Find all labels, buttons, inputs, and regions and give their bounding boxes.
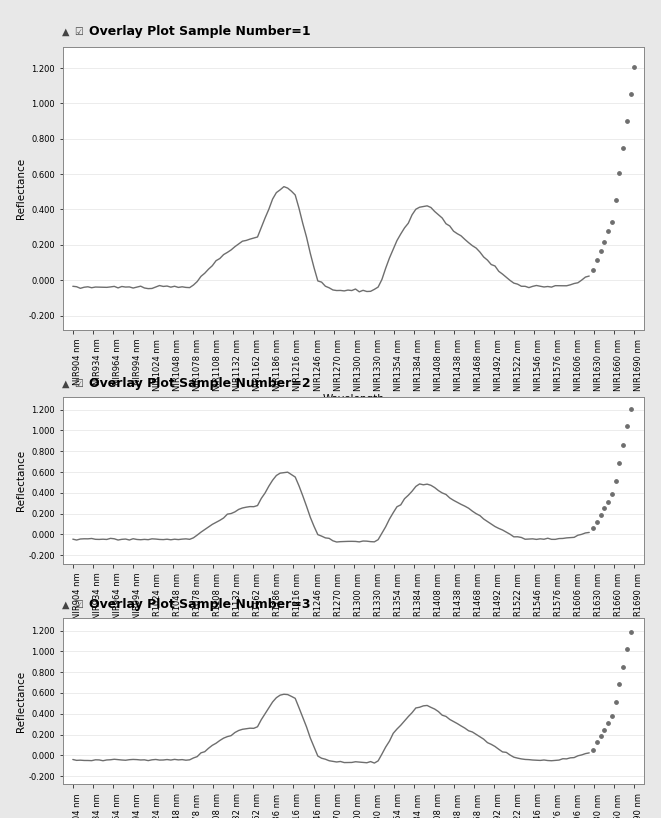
Point [603, 717, 613, 730]
Point [592, 254, 602, 267]
Text: ▲: ▲ [62, 379, 70, 389]
Point [607, 710, 617, 723]
Point [599, 723, 609, 736]
Point [625, 625, 636, 638]
Point [596, 729, 606, 742]
Y-axis label: Reflectance: Reflectance [16, 671, 26, 732]
Point [614, 166, 625, 179]
Point [614, 456, 625, 470]
X-axis label: Wavelength: Wavelength [323, 393, 385, 403]
Y-axis label: Reflectance: Reflectance [16, 158, 26, 218]
Point [599, 501, 609, 515]
Y-axis label: Reflectance: Reflectance [16, 450, 26, 511]
Point [610, 474, 621, 488]
Point [614, 677, 625, 690]
Point [618, 142, 629, 155]
Point [621, 115, 632, 128]
Point [588, 744, 598, 757]
Text: ▲: ▲ [62, 600, 70, 609]
Point [607, 215, 617, 228]
Point [607, 488, 617, 501]
Text: Overlay Plot Sample Number=3: Overlay Plot Sample Number=3 [89, 598, 311, 611]
Point [596, 509, 606, 522]
Point [629, 61, 640, 74]
Text: ☑: ☑ [74, 600, 83, 609]
Point [629, 608, 640, 621]
Point [621, 643, 632, 656]
Point [592, 736, 602, 749]
Point [588, 521, 598, 534]
Point [621, 420, 632, 433]
Point [599, 236, 609, 249]
Point [610, 193, 621, 206]
Point [625, 88, 636, 101]
Point [596, 245, 606, 258]
Text: Overlay Plot Sample Number=1: Overlay Plot Sample Number=1 [89, 25, 311, 38]
Text: ☑: ☑ [74, 379, 83, 389]
Point [618, 661, 629, 674]
Point [618, 438, 629, 451]
Point [588, 263, 598, 276]
Point [629, 384, 640, 398]
X-axis label: Wavelength: Wavelength [323, 627, 385, 637]
Point [625, 402, 636, 416]
Point [610, 696, 621, 709]
Point [603, 496, 613, 509]
Text: ▲: ▲ [62, 27, 70, 37]
Text: ☑: ☑ [74, 27, 83, 37]
Text: Overlay Plot Sample Number=2: Overlay Plot Sample Number=2 [89, 377, 311, 390]
Point [603, 225, 613, 238]
Point [592, 516, 602, 529]
